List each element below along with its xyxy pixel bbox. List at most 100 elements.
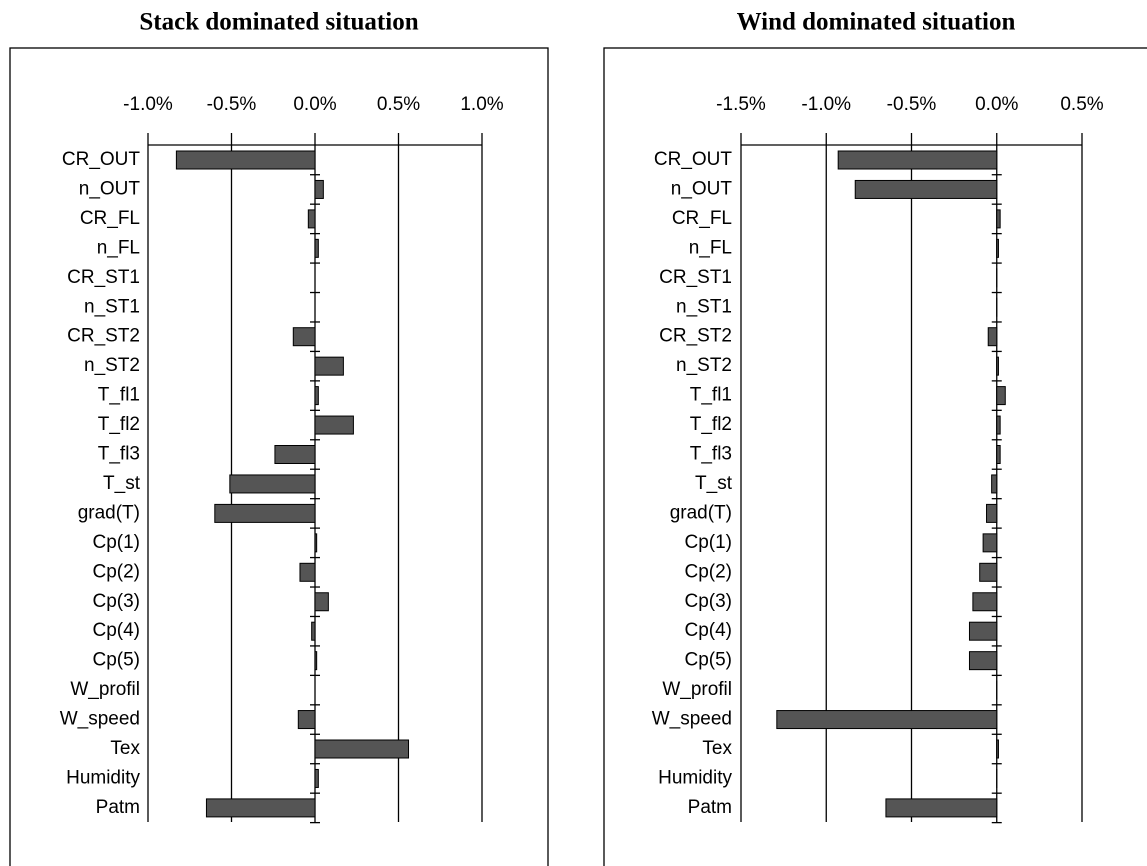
- y-tick-label: n_OUT: [671, 178, 733, 199]
- x-tick-label: 1.0%: [460, 94, 503, 115]
- bar: [885, 798, 998, 818]
- bar: [996, 209, 1001, 229]
- y-tick-label: Cp(1): [92, 532, 140, 553]
- y-tick-label: Cp(2): [92, 561, 140, 582]
- y-tick-label: n_ST2: [676, 355, 732, 376]
- y-tick-label: Cp(3): [92, 591, 140, 612]
- y-tick-label: n_ST2: [84, 355, 140, 376]
- y-tick-label: CR_ST2: [67, 326, 140, 347]
- bar: [214, 503, 316, 523]
- y-tick-label: grad(T): [78, 502, 140, 523]
- y-tick-label: Humidity: [658, 767, 732, 788]
- bar: [299, 562, 316, 582]
- y-tick-label: W_speed: [60, 709, 140, 730]
- x-tick-label: -0.5%: [207, 94, 257, 115]
- bar: [972, 592, 998, 612]
- bar: [996, 386, 1006, 406]
- bar: [996, 415, 1001, 435]
- y-tick-label: T_st: [695, 473, 733, 494]
- y-tick-label: n_OUT: [79, 178, 141, 199]
- x-tick-label: -1.0%: [801, 94, 851, 115]
- y-tick-label: CR_ST1: [67, 267, 140, 288]
- y-tick-label: Tex: [110, 738, 140, 759]
- bar: [311, 621, 316, 641]
- x-tick-label: 0.5%: [377, 94, 420, 115]
- bar: [314, 386, 319, 406]
- bar: [979, 562, 998, 582]
- bar: [996, 445, 1001, 464]
- bar: [968, 621, 998, 641]
- bar: [292, 327, 316, 347]
- y-tick-label: W_speed: [652, 709, 732, 730]
- bar: [297, 710, 316, 730]
- bar: [837, 150, 998, 170]
- y-tick-label: Patm: [96, 797, 140, 818]
- bar: [314, 739, 410, 759]
- y-tick-label: CR_ST2: [659, 326, 732, 347]
- y-tick-label: Cp(2): [684, 561, 732, 582]
- y-tick-label: n_ST1: [84, 296, 140, 317]
- bar: [996, 739, 999, 759]
- bar: [996, 356, 999, 376]
- y-tick-label: Cp(4): [684, 620, 732, 641]
- x-tick-label: 0.5%: [1060, 94, 1103, 115]
- y-tick-label: T_fl3: [690, 444, 732, 465]
- x-tick-label: -1.0%: [123, 94, 173, 115]
- x-tick-label: 0.0%: [975, 94, 1018, 115]
- y-tick-label: T_fl1: [98, 385, 140, 406]
- bar: [314, 415, 354, 435]
- y-tick-label: n_FL: [689, 237, 732, 258]
- bar: [314, 356, 344, 376]
- y-tick-label: n_ST1: [676, 296, 732, 317]
- chart-frame: [9, 47, 549, 866]
- y-tick-label: T_fl2: [98, 414, 140, 435]
- bar: [987, 327, 998, 347]
- y-tick-label: W_profil: [70, 679, 140, 700]
- x-tick-label: -0.5%: [887, 94, 937, 115]
- bar: [996, 238, 999, 258]
- bar: [314, 179, 324, 199]
- y-tick-label: Cp(1): [684, 532, 732, 553]
- bar: [991, 474, 998, 494]
- bar: [968, 651, 998, 671]
- bar: [776, 710, 998, 730]
- y-tick-label: Cp(5): [684, 650, 732, 671]
- y-tick-label: Patm: [688, 797, 732, 818]
- y-tick-label: Cp(5): [92, 650, 140, 671]
- bar: [314, 533, 318, 553]
- bar: [982, 533, 998, 553]
- y-tick-label: grad(T): [670, 502, 732, 523]
- y-tick-label: Cp(3): [684, 591, 732, 612]
- bar: [314, 592, 329, 612]
- bar: [986, 503, 998, 523]
- y-tick-label: T_fl2: [690, 414, 732, 435]
- y-tick-label: T_fl1: [690, 385, 732, 406]
- y-tick-label: CR_ST1: [659, 267, 732, 288]
- chart-title: Stack dominated situation: [139, 9, 418, 36]
- y-tick-label: CR_OUT: [654, 149, 733, 170]
- chart-title: Wind dominated situation: [737, 9, 1016, 36]
- y-tick-label: CR_FL: [80, 208, 140, 229]
- bar: [854, 179, 998, 199]
- y-tick-label: T_st: [103, 473, 141, 494]
- x-tick-label: -1.5%: [716, 94, 766, 115]
- y-tick-label: Tex: [702, 738, 732, 759]
- y-tick-label: Cp(4): [92, 620, 140, 641]
- bar: [274, 445, 316, 464]
- y-tick-label: Humidity: [66, 767, 140, 788]
- y-tick-label: CR_OUT: [62, 149, 141, 170]
- x-tick-label: 0.0%: [293, 94, 336, 115]
- bar: [175, 150, 316, 170]
- bar: [229, 474, 316, 494]
- y-tick-label: T_fl3: [98, 444, 140, 465]
- bar: [307, 209, 316, 229]
- bar: [314, 768, 319, 788]
- y-tick-label: W_profil: [662, 679, 732, 700]
- y-tick-label: n_FL: [97, 237, 140, 258]
- y-tick-label: CR_FL: [672, 208, 732, 229]
- bar: [314, 238, 319, 258]
- bar: [205, 798, 316, 818]
- bar: [314, 651, 318, 671]
- chart-frame: [603, 47, 1147, 866]
